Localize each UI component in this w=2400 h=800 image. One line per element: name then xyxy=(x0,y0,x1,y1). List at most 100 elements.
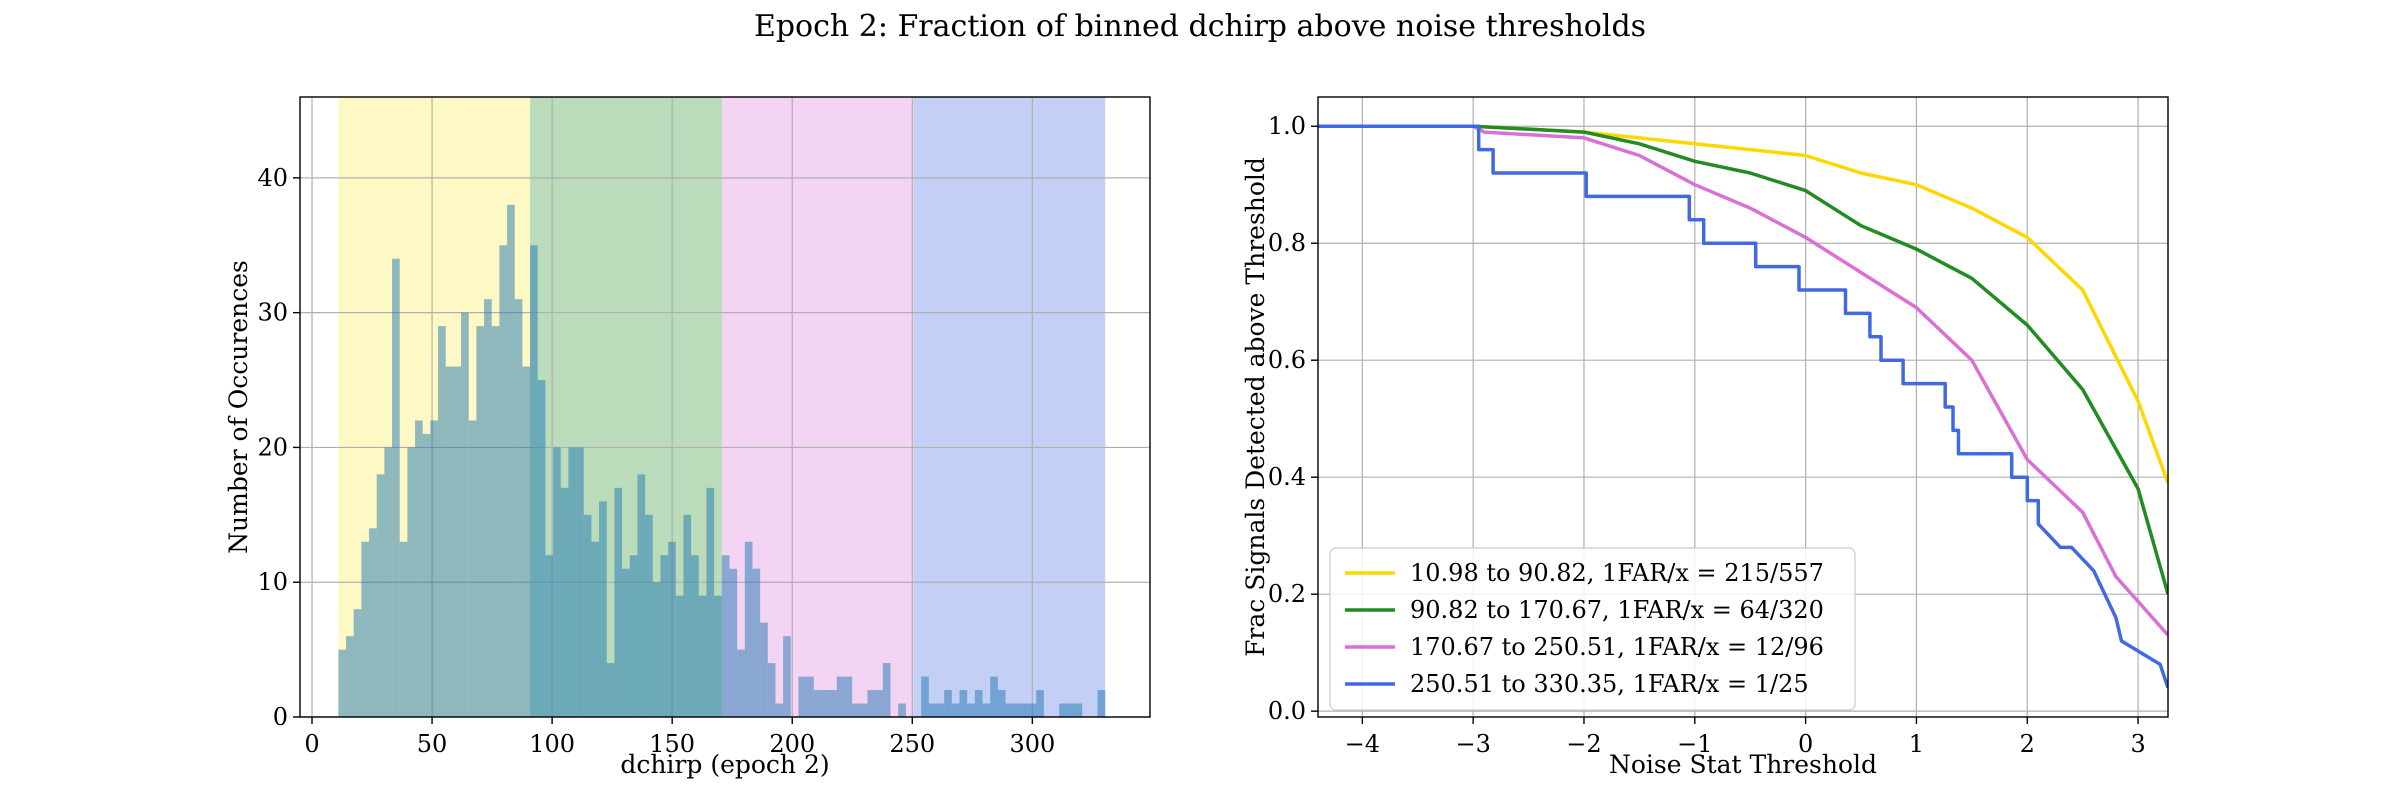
histogram-bar xyxy=(875,690,883,717)
histogram-ticks: 0 50 100 150 200 250 300 0 10 20 30 40 xyxy=(257,164,1055,758)
histogram-frame xyxy=(299,96,1151,718)
histogram-bar xyxy=(729,568,738,717)
histogram-bar xyxy=(668,541,676,717)
histogram-bar xyxy=(867,690,876,717)
histogram-bar xyxy=(522,366,531,717)
curve-xtick-label-6: 2 xyxy=(2020,730,2035,758)
histogram-bar xyxy=(484,299,492,717)
series-line-0 xyxy=(1318,124,2168,484)
histogram-bar xyxy=(936,703,945,717)
histogram-bar xyxy=(1059,703,1067,717)
histogram-bar xyxy=(537,380,546,717)
histogram-ytick-label-3: 30 xyxy=(257,299,288,327)
histogram-ytick-label-1: 10 xyxy=(257,568,288,596)
histogram-bar xyxy=(369,528,377,717)
histogram-bar xyxy=(997,690,1006,717)
histogram-bar xyxy=(990,676,998,717)
legend-label-2: 170.67 to 250.51, 1FAR/x = 12/96 xyxy=(1410,633,1824,661)
curve-xtick-label-7: 3 xyxy=(2130,730,2145,758)
histogram-bar xyxy=(652,582,661,717)
histogram-bar xyxy=(530,245,538,717)
histogram-bar xyxy=(1097,690,1106,717)
curve-ytick-label-3: 0.6 xyxy=(1268,346,1306,374)
histogram-bar xyxy=(813,690,822,717)
histogram-bar xyxy=(476,326,485,717)
histogram-bar xyxy=(568,447,577,717)
curve-xtick-label-0: −4 xyxy=(1345,730,1380,758)
curve-ytick-label-5: 1.0 xyxy=(1268,112,1306,140)
histogram-bar xyxy=(415,420,423,717)
histogram-bar xyxy=(928,703,937,717)
histogram-bar xyxy=(453,366,462,717)
histogram-bar xyxy=(714,595,722,717)
curve-frame xyxy=(1317,96,2169,718)
histogram-bar xyxy=(775,703,784,717)
curve-ytick-label-1: 0.2 xyxy=(1268,580,1306,608)
curve-xtick-label-5: 1 xyxy=(1909,730,1924,758)
series-line-3 xyxy=(1318,124,2168,689)
histogram-bar xyxy=(376,474,385,717)
histogram-xtick-label-3: 150 xyxy=(649,730,695,758)
histogram-bar xyxy=(422,433,431,717)
curve-ytick-label-0: 0.0 xyxy=(1268,697,1306,725)
histogram-bar xyxy=(1005,703,1014,717)
histogram-bar xyxy=(645,514,653,717)
histogram-ytick-label-0: 0 xyxy=(273,703,288,731)
histogram-bar xyxy=(882,663,891,717)
threshold-curve-panel: −4 −3 −2 −1 0 1 2 3 0.0 0.2 0.4 0.6 0.8 1.0 Noise Sta… xyxy=(1241,96,2169,779)
histogram-bar xyxy=(491,326,500,717)
histogram-bar xyxy=(898,703,906,717)
series-line-1 xyxy=(1318,124,2168,595)
histogram-ylabel: Number of Occurences xyxy=(224,260,253,554)
histogram-bar xyxy=(721,555,730,717)
histogram-xtick-label-0: 0 xyxy=(304,730,319,758)
histogram-bar xyxy=(691,555,699,717)
histogram-bar xyxy=(507,204,515,718)
histogram-bar xyxy=(752,568,761,717)
histogram-bar xyxy=(346,636,354,717)
histogram-bar xyxy=(514,299,523,717)
histogram-bar xyxy=(461,312,469,717)
histogram-bar xyxy=(974,690,983,717)
curve-xlabel: Noise Stat Threshold xyxy=(1609,750,1877,779)
histogram-xtick-label-4: 200 xyxy=(769,730,815,758)
histogram-bar xyxy=(798,676,807,717)
histogram-bar xyxy=(737,649,745,717)
curve-ylabel: Frac Signals Detected above Threshold xyxy=(1241,157,1270,657)
histogram-bar xyxy=(844,676,853,717)
histogram-xtick-label-6: 300 xyxy=(1009,730,1055,758)
histogram-bar xyxy=(637,474,646,717)
histogram-bar xyxy=(361,541,370,717)
histogram-bar xyxy=(859,703,868,717)
histogram-bar xyxy=(821,690,830,717)
histogram-xtick-label-1: 50 xyxy=(417,730,448,758)
curve-xtick-label-1: −3 xyxy=(1455,730,1490,758)
legend-label-0: 10.98 to 90.82, 1FAR/x = 215/557 xyxy=(1410,559,1824,587)
histogram-bar xyxy=(951,703,960,717)
histogram-panel: 0 50 100 150 200 250 300 0 10 20 30 40 dchirp (epoc… xyxy=(224,96,1151,779)
histogram-bar xyxy=(353,609,362,717)
histogram-bar xyxy=(683,514,692,717)
histogram-ytick-label-4: 40 xyxy=(257,164,288,192)
histogram-bar xyxy=(576,447,584,717)
histogram-bar xyxy=(606,663,615,717)
histogram-bar xyxy=(836,676,845,717)
shaded-range-3 xyxy=(913,97,1106,717)
histogram-bar xyxy=(614,487,623,717)
histogram-bar xyxy=(675,595,684,717)
histogram-bar xyxy=(783,636,791,717)
legend-label-3: 250.51 to 330.35, 1FAR/x = 1/25 xyxy=(1410,670,1809,698)
histogram-bar xyxy=(553,447,561,717)
histogram-bar xyxy=(706,487,715,717)
histogram-xtick-label-2: 100 xyxy=(529,730,575,758)
histogram-bar xyxy=(660,555,669,717)
histogram-bar xyxy=(468,420,477,717)
histogram-bars xyxy=(338,204,1106,718)
histogram-bar xyxy=(392,258,400,717)
series-line-2 xyxy=(1318,124,2168,637)
legend-box xyxy=(1329,547,1856,711)
histogram-xlabel: dchirp (epoch 2) xyxy=(620,750,829,779)
histogram-bar xyxy=(1036,690,1044,717)
histogram-bar xyxy=(384,447,393,717)
